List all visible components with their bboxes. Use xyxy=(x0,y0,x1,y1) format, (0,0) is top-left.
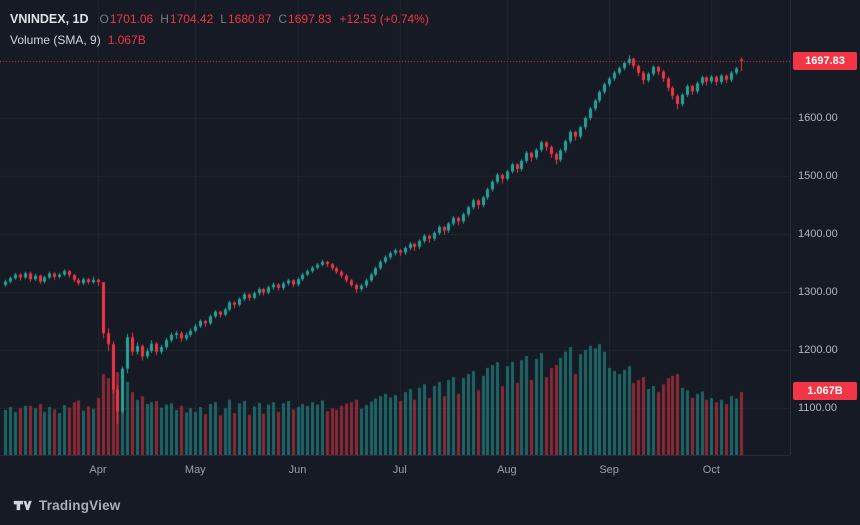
time-axis[interactable]: Apr May Jun Jul Aug Sep Oct xyxy=(0,455,790,485)
time-axis-month-label: May xyxy=(184,464,206,476)
tradingview-brand[interactable]: TradingView xyxy=(39,497,121,513)
volume-sma-value: 1.067B xyxy=(107,32,146,47)
time-axis-month-label: Sep xyxy=(599,464,619,476)
ohlc-value: 1697.83 xyxy=(288,11,332,26)
symbol-title[interactable]: VNINDEX, 1D xyxy=(10,11,89,26)
price-axis-label: 1100.00 xyxy=(798,402,837,414)
ohlc-value: 1704.42 xyxy=(169,11,214,26)
price-axis-label: 1200.00 xyxy=(798,344,838,356)
ohlc-key: C xyxy=(278,11,288,26)
time-axis-month-label: Oct xyxy=(702,464,720,476)
volume-sma-badge: 1.067B xyxy=(793,381,857,400)
tradingview-logo-icon[interactable] xyxy=(13,497,33,514)
price-axis-label: 1400.00 xyxy=(798,227,838,240)
price-axis-label: 1500.00 xyxy=(798,169,838,182)
legend-symbol-row: VNINDEX, 1D O1701.06 H1704.42 L1680.87 C169… xyxy=(10,8,429,29)
price-axis-label: 1300.00 xyxy=(798,286,838,298)
footer: TradingView xyxy=(0,485,860,525)
time-axis-month-label: Jul xyxy=(392,464,407,476)
price-axis-label: 1600.00 xyxy=(798,111,838,124)
time-axis-month-label: Apr xyxy=(89,464,107,476)
price-axis[interactable]: 1697.83 1.067B 1600.00 1500.00 1400.00 1300… xyxy=(790,0,860,455)
legend-change: +12.53 (+0.74%) xyxy=(339,11,429,26)
legend-ohlc: O1701.06 H1704.42 L1680.87 C1697.83 xyxy=(93,12,332,26)
time-axis-month-label: Aug xyxy=(497,464,517,476)
ohlc-value: 1680.87 xyxy=(227,11,272,26)
ohlc-key: O xyxy=(99,11,109,26)
ohlc-key: H xyxy=(160,11,169,26)
legend-volume-row: Volume (SMA, 9) 1.067B xyxy=(10,29,429,50)
time-axis-month-label: Jun xyxy=(288,464,307,476)
volume-indicator-label[interactable]: Volume (SMA, 9) xyxy=(10,32,101,47)
last-price-badge: 1697.83 xyxy=(793,52,857,71)
ohlc-key: L xyxy=(220,11,227,26)
chart-canvas[interactable] xyxy=(0,0,790,455)
ohlc-value: 1701.06 xyxy=(109,11,154,26)
legend: VNINDEX, 1D O1701.06 H1704.42 L1680.87 C169… xyxy=(10,8,429,50)
